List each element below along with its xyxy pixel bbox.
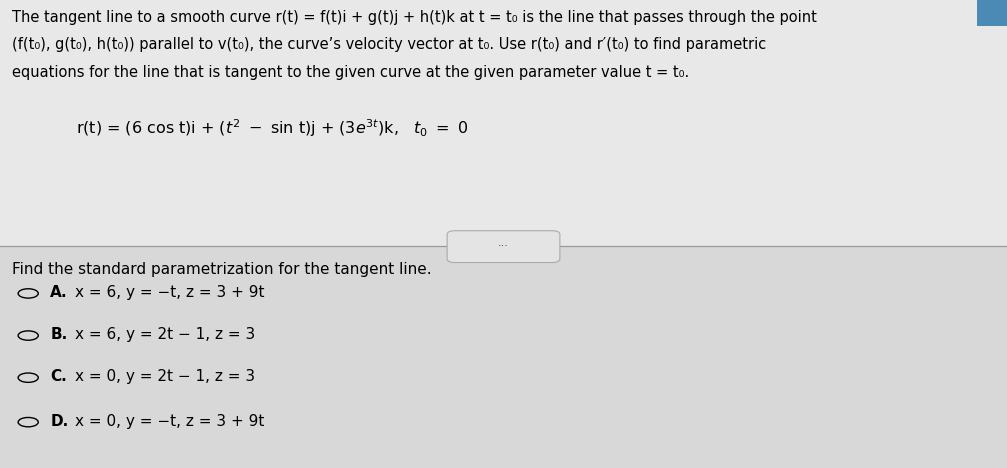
Text: x = 6, y = −t, z = 3 + 9t: x = 6, y = −t, z = 3 + 9t (75, 285, 264, 300)
Text: x = 0, y = 2t − 1, z = 3: x = 0, y = 2t − 1, z = 3 (75, 369, 255, 384)
FancyBboxPatch shape (977, 0, 1007, 26)
Text: equations for the line that is tangent to the given curve at the given parameter: equations for the line that is tangent t… (12, 65, 690, 80)
Text: The tangent line to a smooth curve r(t) = f(t)i + g(t)j + h(t)k at t = t₀ is the: The tangent line to a smooth curve r(t) … (12, 10, 817, 25)
Text: C.: C. (50, 369, 67, 384)
Text: (f(t₀), g(t₀), h(t₀)) parallel to v(t₀), the curve’s velocity vector at t₀. Use : (f(t₀), g(t₀), h(t₀)) parallel to v(t₀),… (12, 37, 766, 52)
Text: x = 0, y = −t, z = 3 + 9t: x = 0, y = −t, z = 3 + 9t (75, 414, 264, 429)
Text: ···: ··· (498, 241, 509, 251)
Text: x = 6, y = 2t − 1, z = 3: x = 6, y = 2t − 1, z = 3 (75, 327, 255, 342)
FancyBboxPatch shape (0, 0, 1007, 246)
FancyBboxPatch shape (0, 246, 1007, 468)
Text: B.: B. (50, 327, 67, 342)
Text: r(t) = (6 cos t)i + $(t^2\ -$ sin t)j + $(3e^{3t})$k,   $t_0\ =\ 0$: r(t) = (6 cos t)i + $(t^2\ -$ sin t)j + … (76, 117, 468, 139)
Text: Find the standard parametrization for the tangent line.: Find the standard parametrization for th… (12, 262, 432, 277)
Text: A.: A. (50, 285, 68, 300)
FancyBboxPatch shape (447, 231, 560, 263)
Text: D.: D. (50, 414, 68, 429)
